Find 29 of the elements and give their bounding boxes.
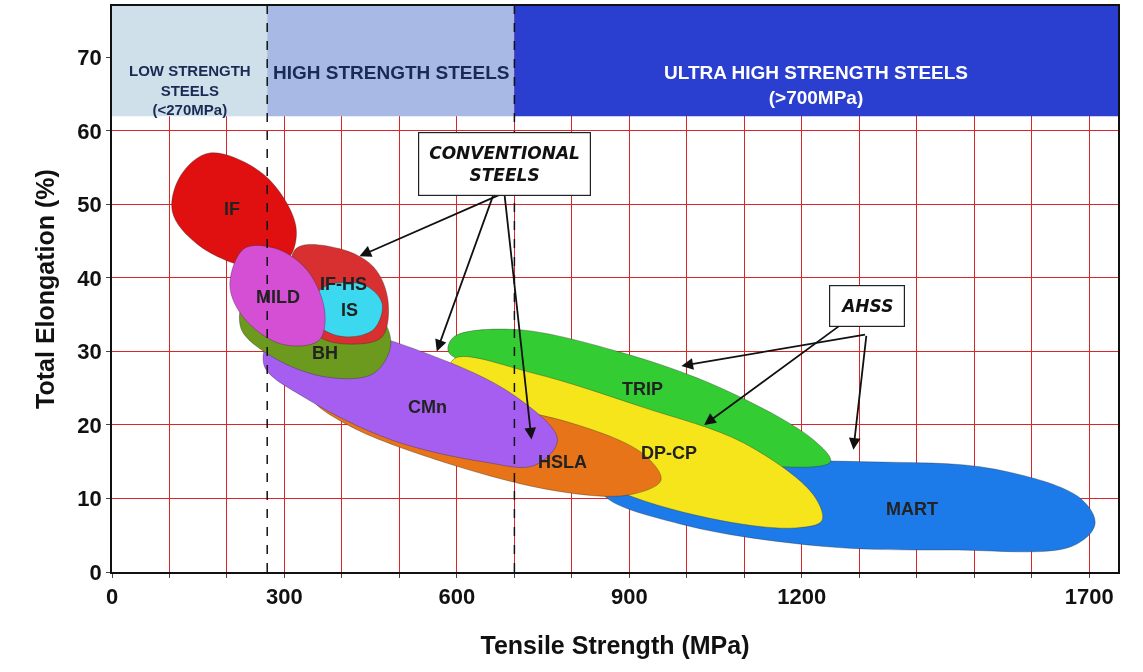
band-label: LOW STRENGTH STEELS (<270MPa) (129, 62, 251, 118)
x-tick-label: 1700 (1064, 584, 1114, 610)
y-axis-title: Total Elongation (%) (30, 169, 59, 409)
y-tick-label: 60 (77, 118, 102, 144)
annotation: AHSS (840, 296, 894, 317)
x-tick-label: 900 (611, 584, 648, 610)
series-label: BH (312, 343, 338, 363)
annotation: CONVENTIONAL STEELS (429, 143, 580, 186)
y-tick-label: 50 (77, 192, 102, 218)
x-tick-label: 0 (105, 584, 119, 610)
y-tick-label: 70 (77, 45, 102, 71)
series-label: IF (224, 199, 240, 219)
y-tick-label: 10 (77, 486, 102, 512)
band-label: ULTRA HIGH STRENGTH STEELS (>700MPa) (664, 62, 968, 108)
y-tick-label: 40 (77, 265, 102, 291)
x-tick-label: 300 (266, 584, 303, 610)
y-tick-label: 0 (89, 559, 102, 585)
series-label: IS (341, 300, 359, 320)
series-label: TRIP (622, 379, 664, 399)
series-label: HSLA (538, 452, 587, 472)
y-tick-label: 20 (77, 412, 102, 438)
x-tick-label: 600 (438, 584, 476, 610)
band-label: HIGH STRENGTH STEELS (273, 62, 510, 83)
x-tick-label: 1200 (777, 584, 827, 610)
series-label: CMn (408, 397, 447, 417)
series-label: MART (886, 499, 938, 519)
series-label: DP-CP (641, 443, 698, 463)
y-tick-label: 30 (77, 339, 102, 365)
x-axis-title: Tensile Strength (MPa) (480, 630, 750, 659)
